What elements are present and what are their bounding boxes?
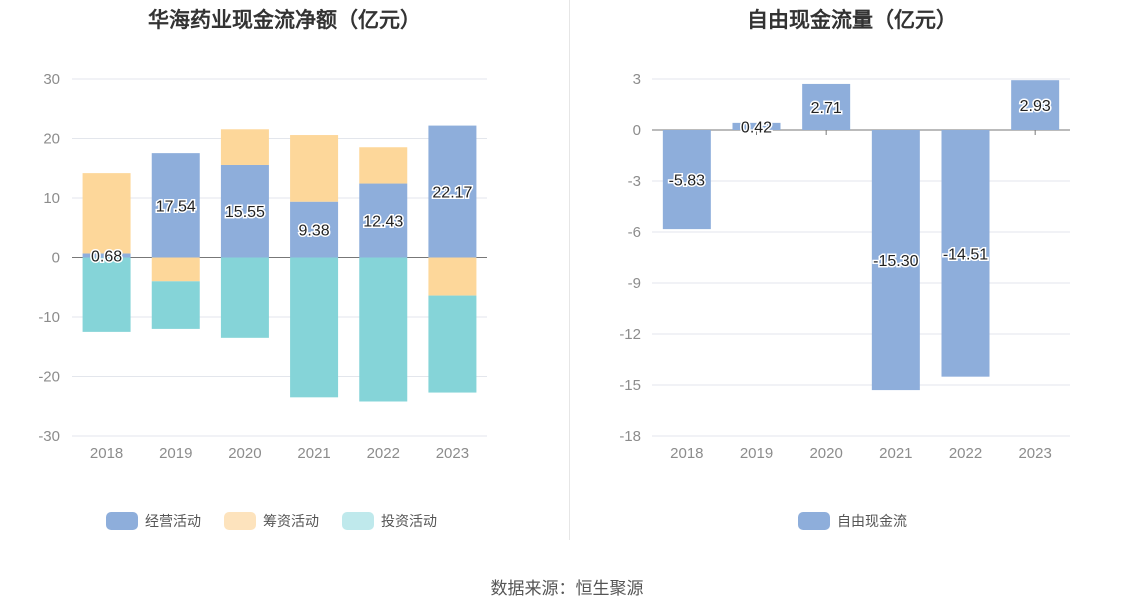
data-label: 0.68 [91,248,122,265]
x-tick-label: 2021 [297,445,330,462]
x-tick-label: 2023 [1018,445,1051,462]
data-source: 数据来源：恒生聚源 [490,579,644,598]
bar-left-s0 [220,164,269,258]
y-tick-label: 3 [633,71,641,88]
bar-left-s2 [220,257,269,338]
data-label: -15.30 [873,253,918,270]
bar-left-s0 [290,201,339,258]
panel-divider [569,0,570,540]
data-label: 2.71 [811,100,842,117]
data-label: -5.83 [669,173,706,190]
bar-right-s0 [941,130,990,377]
x-tick-label: 2021 [879,445,912,462]
bar-left-s0 [151,153,200,258]
x-tick-label: 2019 [740,445,773,462]
y-tick-label: 30 [43,71,60,88]
data-label: 2.93 [1020,98,1051,115]
bar-left-s1 [82,173,131,254]
left-chart-title: 华海药业现金流净额（亿元） [148,9,421,32]
legend-swatch [106,512,138,530]
y-tick-label: 10 [43,190,60,207]
bar-left-s0 [359,183,408,258]
y-tick-label: 0 [633,122,641,139]
data-label: 0.42 [741,119,772,136]
y-tick-label: -6 [628,224,641,241]
bar-left-s2 [290,257,339,398]
legend-swatch [224,512,256,530]
bar-left-s1 [151,257,200,282]
bar-right-s0 [871,130,920,391]
bar-left-s1 [428,257,477,296]
x-tick-label: 2020 [809,445,842,462]
y-tick-label: 20 [43,131,60,148]
legend-swatch [342,512,374,530]
x-tick-label: 2022 [367,445,400,462]
bar-left-s1 [359,147,408,184]
bar-right-s0 [662,130,711,230]
x-tick-label: 2023 [436,445,469,462]
bar-left-s2 [151,281,200,329]
y-tick-label: -20 [38,369,60,386]
data-label: 12.43 [363,214,403,231]
bar-left-s2 [82,257,131,332]
right-chart-title: 自由现金流量（亿元） [747,9,957,32]
bar-left-s1 [220,129,269,165]
y-tick-label: -10 [38,309,60,326]
x-tick-label: 2020 [228,445,261,462]
legend-label: 筹资活动 [263,513,319,529]
bar-left-s2 [428,295,477,393]
legend-label: 投资活动 [381,513,437,529]
bar-left-s1 [290,135,339,202]
bar-right-s0 [1011,80,1060,130]
bar-right-s0 [802,83,851,130]
y-tick-label: -15 [619,377,641,394]
bar-left-s0 [82,253,131,258]
x-tick-label: 2018 [90,445,123,462]
bar-left-s0 [428,125,477,258]
data-label: 15.55 [225,204,265,221]
legend-label: 自由现金流 [837,513,907,529]
x-tick-label: 2022 [949,445,982,462]
y-tick-label: -9 [628,275,641,292]
y-tick-label: -30 [38,428,60,445]
y-tick-label: -18 [619,428,641,445]
y-tick-label: 0 [52,250,60,267]
legend-label: 经营活动 [145,513,201,529]
data-label: 9.38 [299,223,330,240]
y-tick-label: -3 [628,173,641,190]
data-label: -14.51 [943,246,988,263]
bar-right-s0 [732,122,781,130]
y-tick-label: -12 [619,326,641,343]
x-tick-label: 2018 [670,445,703,462]
data-label: 22.17 [432,185,472,202]
bar-left-s2 [359,257,408,402]
legend-swatch [798,512,830,530]
x-tick-label: 2019 [159,445,192,462]
data-label: 17.54 [156,198,196,215]
